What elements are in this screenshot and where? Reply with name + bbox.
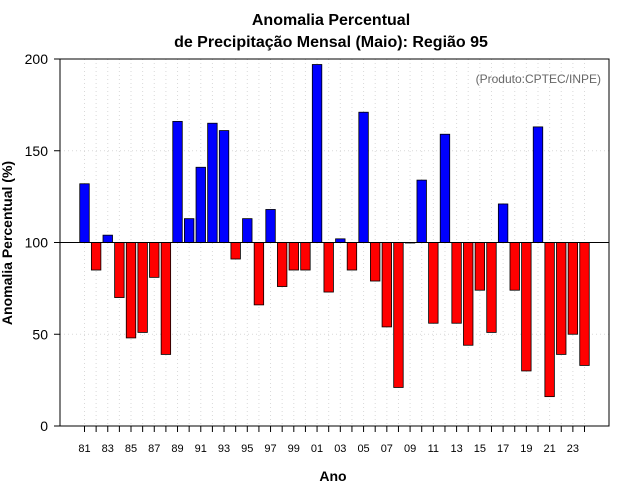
x-tick-label: 01: [311, 443, 323, 455]
bar-04: [346, 242, 358, 271]
x-tick-label: 81: [78, 443, 90, 455]
x-tick-label: 11: [428, 443, 439, 455]
x-axis-label: Ano: [319, 468, 346, 484]
bar-01: [311, 64, 323, 243]
bar-07: [381, 242, 392, 328]
x-tick-label: 89: [171, 443, 183, 455]
x-tick-label: 91: [195, 443, 207, 455]
bar-88: [160, 242, 172, 355]
bar-90: [184, 218, 195, 243]
x-tick-label: 99: [288, 443, 300, 455]
y-axis-label: Anomalia Percentual (%): [0, 161, 15, 325]
bar-00: [300, 242, 311, 271]
bar-98: [277, 242, 288, 287]
x-tick-label: 93: [218, 443, 230, 455]
x-tick-label: 03: [334, 443, 346, 455]
bar-17: [497, 203, 509, 243]
bar-99: [288, 242, 299, 271]
bar-85: [125, 242, 137, 339]
x-axis: 81 83 85 87 89 91 93 95 97 99 01 03 05 07 09 11 13 15 17 19…: [78, 426, 585, 455]
bar-83: [102, 234, 113, 243]
bar-92: [207, 122, 218, 243]
bar-series: [79, 64, 590, 398]
bar-08: [393, 242, 404, 388]
bar-84: [114, 242, 125, 298]
x-tick-label: 17: [497, 443, 509, 455]
bar-11: [428, 242, 439, 324]
x-tick-label: 83: [102, 443, 114, 455]
bar-81: [79, 183, 90, 243]
x-tick-label: 21: [543, 443, 555, 455]
bar-14: [463, 242, 474, 346]
bar-86: [137, 242, 148, 333]
bar-96: [253, 242, 265, 306]
y-axis: 0 50 100 150 200: [25, 51, 60, 434]
y-tick-label: 150: [25, 143, 49, 159]
bar-24: [579, 242, 590, 366]
bar-23: [567, 242, 579, 335]
bar-94: [230, 242, 241, 260]
x-tick-label: 97: [264, 443, 276, 455]
bar-95: [242, 218, 253, 243]
bar-87: [149, 242, 160, 278]
bar-22: [556, 242, 567, 355]
bar-21: [544, 242, 555, 398]
bar-02: [323, 242, 334, 293]
bar-91: [195, 166, 206, 243]
bar-06: [370, 242, 381, 282]
bar-03: [335, 238, 346, 243]
x-tick-label: 95: [241, 443, 253, 455]
bar-97: [265, 209, 276, 243]
bar-19: [521, 242, 532, 372]
x-tick-label: 13: [450, 443, 462, 455]
y-tick-label: 0: [40, 418, 48, 434]
x-tick-label: 07: [381, 443, 393, 455]
bar-16: [486, 242, 497, 333]
bar-13: [451, 242, 462, 324]
bar-05: [358, 111, 369, 243]
bar-82: [90, 242, 102, 271]
bar-20: [532, 126, 544, 243]
y-tick-label: 100: [25, 235, 49, 251]
chart-title-line-1: Anomalia Percentual: [252, 12, 410, 29]
bar-10: [416, 179, 427, 243]
product-credit: (Produto:CPTEC/INPE): [476, 72, 601, 86]
bar-93: [218, 130, 230, 243]
chart-title-line-2: de Precipitação Mensal (Maio): Região 95: [174, 34, 488, 51]
y-tick-label: 200: [25, 51, 49, 67]
bar-15: [474, 242, 485, 291]
bar-89: [172, 120, 183, 243]
x-tick-label: 85: [125, 443, 137, 455]
x-tick-label: 15: [474, 443, 486, 455]
x-tick-label: 19: [520, 443, 532, 455]
bar-18: [509, 242, 520, 291]
x-tick-label: 05: [357, 443, 369, 455]
x-tick-label: 87: [148, 443, 160, 455]
y-tick-label: 50: [32, 326, 48, 342]
x-tick-label: 09: [404, 443, 416, 455]
x-tick-label: 23: [567, 443, 579, 455]
bar-12: [439, 133, 451, 243]
